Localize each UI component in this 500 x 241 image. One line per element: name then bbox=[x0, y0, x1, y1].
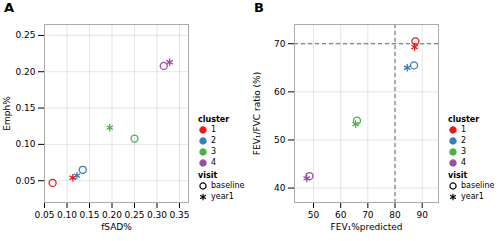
svg-text:0.25: 0.25 bbox=[124, 210, 144, 220]
svg-text:60: 60 bbox=[335, 210, 347, 220]
svg-text:0.35: 0.35 bbox=[169, 210, 189, 220]
html-text:3: 3 bbox=[211, 147, 217, 156]
svg-text:FEV₁/FVC ratio (%): FEV₁/FVC ratio (%) bbox=[252, 72, 262, 155]
svg-text:70: 70 bbox=[274, 39, 286, 49]
svg-text:80: 80 bbox=[389, 210, 401, 220]
svg-text:50: 50 bbox=[308, 210, 320, 220]
html-text:2: 2 bbox=[461, 136, 467, 145]
svg-text:60: 60 bbox=[274, 87, 286, 97]
svg-text:fSAD%: fSAD% bbox=[101, 222, 132, 232]
svg-text:0.20: 0.20 bbox=[102, 210, 122, 220]
svg-text:0.15: 0.15 bbox=[79, 210, 99, 220]
html-text:year1: year1 bbox=[211, 192, 234, 201]
html-text:visit: visit bbox=[448, 171, 468, 180]
html-text:B: B bbox=[254, 0, 264, 15]
html-text:4: 4 bbox=[461, 158, 467, 167]
html-text:year1: year1 bbox=[461, 192, 484, 201]
svg-text:90: 90 bbox=[416, 210, 428, 220]
html-text:2: 2 bbox=[211, 136, 217, 145]
svg-text:0.10: 0.10 bbox=[15, 139, 35, 149]
svg-text:70: 70 bbox=[362, 210, 374, 220]
html-text:4: 4 bbox=[211, 158, 217, 167]
svg-text:0.05: 0.05 bbox=[34, 210, 54, 220]
svg-text:40: 40 bbox=[274, 183, 286, 193]
svg-text:0.10: 0.10 bbox=[57, 210, 77, 220]
html-text:1: 1 bbox=[461, 125, 467, 134]
html-text:visit: visit bbox=[198, 171, 218, 180]
svg-text:0.15: 0.15 bbox=[15, 103, 35, 113]
html-text:cluster: cluster bbox=[198, 115, 230, 124]
svg-text:0.05: 0.05 bbox=[15, 176, 35, 186]
svg-text:0.20: 0.20 bbox=[15, 67, 35, 77]
svg-text:Emph%: Emph% bbox=[2, 96, 12, 131]
html-text:3: 3 bbox=[461, 147, 467, 156]
html-text:baseline: baseline bbox=[211, 181, 245, 190]
svg-text:50: 50 bbox=[274, 135, 286, 145]
html-text:A: A bbox=[4, 0, 15, 15]
svg-text:0.25: 0.25 bbox=[15, 30, 35, 40]
html-text:cluster: cluster bbox=[448, 115, 480, 124]
svg-text:FEV₁%predicted: FEV₁%predicted bbox=[331, 222, 403, 232]
html-text:1: 1 bbox=[211, 125, 217, 134]
html-text:baseline: baseline bbox=[461, 181, 495, 190]
svg-text:0.30: 0.30 bbox=[147, 210, 167, 220]
